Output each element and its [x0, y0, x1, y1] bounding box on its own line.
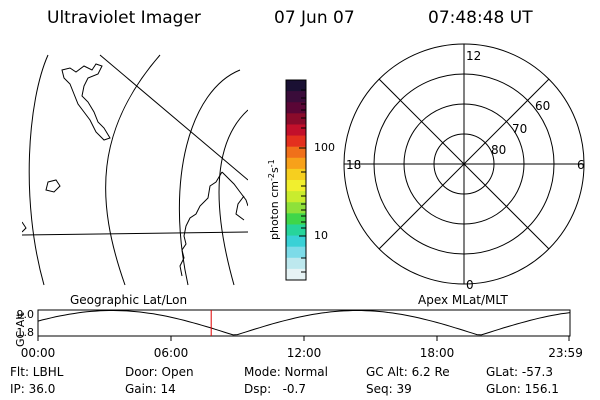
colorbar-tick-10: 10 — [314, 229, 328, 242]
colorbar-cell — [286, 235, 306, 248]
x-tick-1200: 12:00 — [286, 346, 322, 360]
gain-readout: Gain: 14 — [125, 382, 176, 396]
x-tick-2359: 23:59 — [548, 346, 583, 360]
x-tick-0600: 06:00 — [153, 346, 189, 360]
dsp-readout: Dsp: -0.7 — [244, 382, 307, 396]
polar-plot — [343, 43, 585, 285]
colorbar-cell — [286, 146, 306, 159]
gc-alt-readout: GC Alt: 6.2 Re — [366, 365, 450, 379]
apex-panel-label: Apex MLat/MLT — [418, 293, 508, 307]
altitude-y-label: GC Alt — [14, 312, 27, 347]
colorbar-cell — [286, 157, 306, 170]
mlat-label-70: 70 — [512, 122, 527, 136]
colorbar-cell — [286, 80, 306, 92]
colorbar-cell — [286, 191, 306, 203]
colorbar-cell — [286, 213, 306, 225]
instrument-title: Ultraviolet Imager — [47, 8, 201, 28]
mlt-label-12: 12 — [466, 49, 481, 63]
grid-line-diagonal — [99, 54, 248, 181]
filter-readout: Flt: LBHL — [10, 365, 64, 379]
latitude-arcs — [28, 54, 248, 286]
colorbar-cell — [286, 124, 306, 137]
seq-readout: Seq: 39 — [366, 382, 412, 396]
altitude-ymin-label: 1.8 — [16, 326, 35, 339]
glat-readout: GLat: -57.3 — [486, 365, 553, 379]
colorbar: 100 10 photon cm-2s-1 — [267, 79, 335, 281]
altitude-x-ticks — [37, 336, 570, 341]
longitude-line — [22, 231, 248, 236]
colorbar-cell — [286, 224, 306, 237]
colorbar-cell — [286, 91, 306, 103]
glon-readout: GLon: 156.1 — [486, 382, 559, 396]
ip-readout: IP: 36.0 — [10, 382, 56, 396]
colorbar-cell — [286, 202, 306, 214]
altitude-ymax-label: 9.0 — [16, 308, 35, 321]
mlat-label-60: 60 — [535, 99, 550, 113]
coastlines — [22, 63, 248, 277]
colorbar-unit-label: photon cm-2s-1 — [267, 159, 281, 240]
colorbar-cell — [286, 257, 306, 270]
colorbar-cell — [286, 268, 306, 281]
geographic-map — [22, 54, 248, 286]
mode-readout: Mode: Normal — [244, 365, 328, 379]
mlt-label-0: 0 — [466, 278, 474, 292]
geographic-panel-label: Geographic Lat/Lon — [70, 293, 188, 307]
colorbar-cell — [286, 180, 306, 192]
colorbar-tick-100: 100 — [314, 141, 335, 154]
altitude-curve — [38, 310, 570, 336]
polar-diagonal-2 — [378, 78, 550, 250]
colorbar-cell — [286, 246, 306, 259]
colorbar-cell — [286, 102, 306, 114]
colorbar-frame — [285, 79, 307, 281]
colorbar-ticks — [299, 89, 306, 273]
x-tick-0000: 00:00 — [20, 346, 56, 360]
mlt-label-6: 6 — [577, 158, 585, 172]
x-tick-1800: 18:00 — [419, 346, 455, 360]
colorbar-cell — [286, 113, 306, 125]
observation-date: 07 Jun 07 — [274, 8, 355, 28]
altitude-timeline: GC Alt — [14, 309, 571, 347]
observation-time: 07:48:48 UT — [428, 8, 533, 28]
door-readout: Door: Open — [125, 365, 194, 379]
mlat-label-80: 80 — [491, 143, 506, 157]
colorbar-cell — [286, 135, 306, 148]
colorbar-cell — [286, 168, 306, 181]
mlt-label-18: 18 — [346, 158, 361, 172]
